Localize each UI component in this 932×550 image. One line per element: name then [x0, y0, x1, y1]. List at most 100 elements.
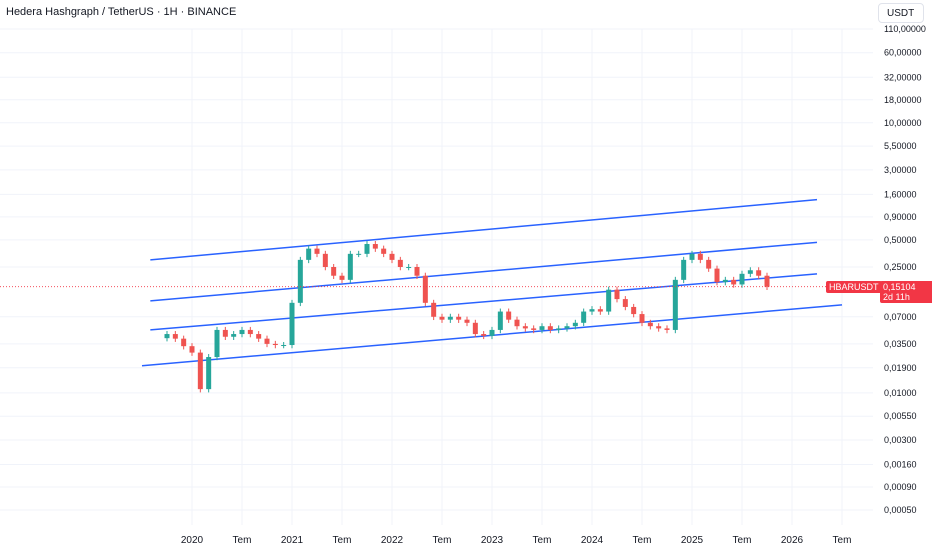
candle [731, 279, 737, 285]
x-tick-label: 2025 [681, 535, 704, 546]
candle [189, 346, 195, 353]
time-axis[interactable]: 2020 Tem 2021 Tem 2022 Tem 2023 Tem 2024 Tem 2025 T… [181, 535, 852, 546]
price-tag: 0,15104 2d 11h [880, 280, 932, 303]
channel-line[interactable] [150, 273, 818, 331]
candle [556, 328, 562, 330]
x-tick-label: 2024 [581, 535, 604, 546]
candle [447, 316, 453, 320]
candle [689, 253, 695, 260]
y-tick-label: 32,00000 [884, 72, 922, 82]
x-tick-label: 2022 [381, 535, 404, 546]
y-tick-label: 0,00550 [884, 411, 917, 421]
y-tick-label: 0,01900 [884, 363, 917, 373]
candle [314, 248, 320, 254]
candle [672, 279, 678, 330]
y-tick-label: 1,60000 [884, 189, 917, 199]
candle [172, 334, 178, 339]
x-tick-label: Tem [633, 535, 652, 546]
candle [697, 253, 703, 260]
candle [756, 270, 762, 276]
y-tick-label: 3,00000 [884, 165, 917, 175]
candle [231, 334, 237, 337]
candle [222, 329, 228, 337]
chart-title: Hedera Hashgraph / TetherUS · 1H · BINAN… [6, 6, 237, 18]
candle [439, 316, 445, 320]
x-tick-label: 2026 [781, 535, 804, 546]
candle [297, 259, 303, 303]
candle [514, 319, 520, 327]
candle [406, 267, 412, 269]
y-tick-label: 0,50000 [884, 235, 917, 245]
x-tick-label: 2020 [181, 535, 204, 546]
candle [464, 319, 470, 323]
candle [506, 311, 512, 320]
x-tick-label: Tem [333, 535, 352, 546]
y-tick-label: 18,00000 [884, 95, 922, 105]
candle [747, 270, 753, 274]
candle [489, 329, 495, 336]
candle [656, 326, 662, 329]
candle [639, 314, 645, 323]
candle [397, 259, 403, 268]
candle [581, 311, 587, 323]
candle [239, 329, 245, 335]
candle [422, 275, 428, 303]
x-tick-label: 2021 [281, 535, 304, 546]
candle [272, 343, 278, 346]
candle [431, 302, 437, 317]
y-tick-label: 0,03500 [884, 339, 917, 349]
candle [289, 302, 295, 346]
candle [164, 334, 170, 339]
candle [739, 273, 745, 285]
y-tick-label: 0,00090 [884, 482, 917, 492]
candle [414, 267, 420, 276]
candle [714, 268, 720, 283]
symbol-tag: HBARUSDT [826, 280, 882, 293]
candle [606, 289, 612, 312]
y-tick-label: 0,00160 [884, 460, 917, 470]
x-tick-label: Tem [833, 535, 852, 546]
candle [356, 253, 362, 255]
candle [306, 248, 312, 260]
channel-line[interactable] [150, 198, 818, 261]
candle [614, 289, 620, 300]
y-tick-label: 0,90000 [884, 212, 917, 222]
candle [522, 326, 528, 329]
x-tick-label: Tem [733, 535, 752, 546]
channel-line[interactable] [150, 241, 818, 302]
candle [197, 352, 203, 390]
candle [664, 328, 670, 330]
candle [539, 326, 545, 330]
candle [347, 253, 353, 280]
y-tick-label: 110,00000 [884, 24, 926, 34]
candle [214, 329, 220, 358]
candle [589, 309, 595, 312]
candle [481, 334, 487, 336]
currency-button[interactable]: USDT [878, 3, 924, 23]
y-tick-label: 0,07000 [884, 312, 917, 322]
y-tick-label: 0,00300 [884, 435, 917, 445]
candle [622, 299, 628, 307]
candle [339, 275, 345, 280]
price-tag-countdown: 2d 11h [883, 291, 910, 302]
grid-lines [0, 28, 873, 525]
candle [497, 311, 503, 330]
candle [206, 357, 212, 390]
candle [256, 334, 262, 339]
candle [472, 322, 478, 335]
candle [389, 253, 395, 260]
x-tick-label: 2023 [481, 535, 504, 546]
y-tick-label: 5,50000 [884, 141, 917, 151]
price-tag-value: 0,15104 [883, 281, 916, 292]
y-tick-label: 60,00000 [884, 48, 922, 58]
candle [531, 328, 537, 330]
x-tick-label: Tem [433, 535, 452, 546]
candles [164, 241, 770, 393]
candle [706, 259, 712, 269]
candle [564, 326, 570, 329]
candle [456, 316, 462, 320]
price-axis[interactable]: 110,00000 60,00000 32,00000 18,00000 10,0000… [884, 24, 926, 515]
y-tick-label: 0,25000 [884, 262, 917, 272]
candle [331, 267, 337, 276]
